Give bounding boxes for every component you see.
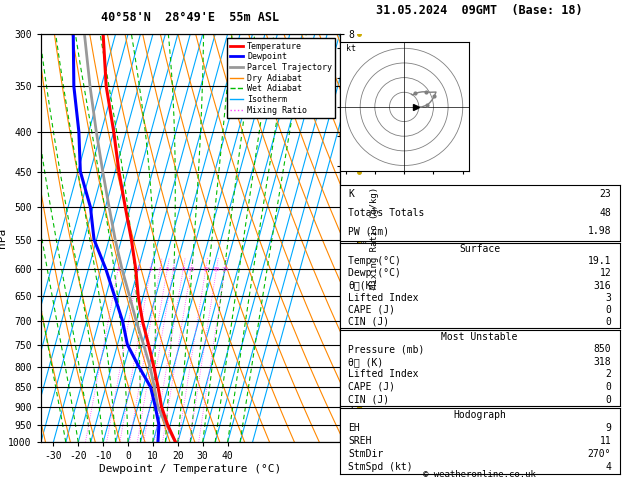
Text: 0: 0 [605,395,611,404]
Text: 270°: 270° [587,449,611,459]
Text: Pressure (mb): Pressure (mb) [348,344,425,354]
Text: 2: 2 [136,266,140,272]
Text: 850: 850 [594,344,611,354]
Text: θᴄ(K): θᴄ(K) [348,280,377,291]
Text: CIN (J): CIN (J) [348,317,389,327]
Text: CIN (J): CIN (J) [348,395,389,404]
Text: 25: 25 [221,266,229,272]
Text: 19.1: 19.1 [587,256,611,266]
Text: 1.98: 1.98 [587,226,611,236]
Text: Most Unstable: Most Unstable [442,332,518,342]
Text: K: K [348,189,354,199]
Text: © weatheronline.co.uk: © weatheronline.co.uk [423,469,536,479]
Text: 9: 9 [605,423,611,433]
Text: 20: 20 [213,266,220,272]
Text: SREH: SREH [348,436,372,446]
Text: 15: 15 [202,266,209,272]
Text: 6: 6 [172,266,175,272]
Text: Surface: Surface [459,244,500,254]
Text: 11: 11 [599,436,611,446]
Text: 1: 1 [116,266,120,272]
Text: 316: 316 [594,280,611,291]
Text: 2: 2 [605,369,611,380]
Text: kt: kt [345,44,355,53]
Text: 8: 8 [181,266,185,272]
Text: CAPE (J): CAPE (J) [348,382,395,392]
Text: Hodograph: Hodograph [453,410,506,420]
Text: 4: 4 [605,462,611,472]
Text: 1LCL: 1LCL [343,423,363,433]
Text: θᴄ (K): θᴄ (K) [348,357,383,367]
Text: 318: 318 [594,357,611,367]
Text: Mixing Ratio (g/kg): Mixing Ratio (g/kg) [370,187,379,289]
Text: 0: 0 [605,382,611,392]
Text: 12: 12 [599,268,611,278]
Text: Lifted Index: Lifted Index [348,369,418,380]
Text: 3: 3 [605,293,611,303]
Text: 0: 0 [605,305,611,315]
Text: 3: 3 [149,266,153,272]
Text: 48: 48 [599,208,611,218]
Text: 5: 5 [165,266,169,272]
Text: Lifted Index: Lifted Index [348,293,418,303]
Text: PW (cm): PW (cm) [348,226,389,236]
Text: 40°58'N  28°49'E  55m ASL: 40°58'N 28°49'E 55m ASL [101,11,279,24]
Text: 0: 0 [605,317,611,327]
Legend: Temperature, Dewpoint, Parcel Trajectory, Dry Adiabat, Wet Adiabat, Isotherm, Mi: Temperature, Dewpoint, Parcel Trajectory… [227,38,335,118]
Text: CAPE (J): CAPE (J) [348,305,395,315]
Text: 31.05.2024  09GMT  (Base: 18): 31.05.2024 09GMT (Base: 18) [376,4,583,17]
Text: EH: EH [348,423,360,433]
Text: 10: 10 [187,266,195,272]
Y-axis label: hPa: hPa [0,228,7,248]
Text: Dewp (°C): Dewp (°C) [348,268,401,278]
Text: StmSpd (kt): StmSpd (kt) [348,462,413,472]
Text: Temp (°C): Temp (°C) [348,256,401,266]
X-axis label: Dewpoint / Temperature (°C): Dewpoint / Temperature (°C) [99,464,281,474]
Text: 23: 23 [599,189,611,199]
Text: StmDir: StmDir [348,449,383,459]
Text: Totals Totals: Totals Totals [348,208,425,218]
Y-axis label: km
ASL: km ASL [356,238,374,260]
Text: 4: 4 [158,266,162,272]
